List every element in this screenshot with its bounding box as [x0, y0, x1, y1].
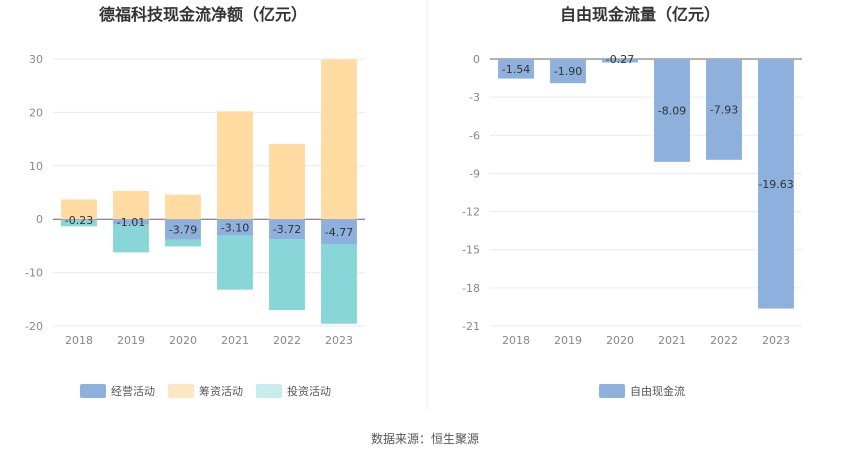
- right-x-tick-label: 2020: [606, 334, 634, 347]
- right-bar-0-2023: [758, 59, 794, 309]
- left-bar-1-2018: [61, 199, 97, 220]
- right-chart-panel: 自由现金流量（亿元） 0 -3 -6 -9 -12 -15 -18 -21 -1.54 -1.9…: [462, 5, 802, 398]
- right-y-tick-label: -18: [462, 282, 480, 295]
- right-chart-title: 自由现金流量（亿元）: [560, 5, 720, 24]
- left-chart-panel: 德福科技现金流净额（亿元） 30 20 10 0 -10 -20 -0.23 -1.01 -3…: [25, 5, 365, 398]
- left-data-label: -3.79: [169, 223, 197, 236]
- left-y-tick-label: 10: [29, 160, 43, 173]
- right-x-tick-label: 2023: [762, 334, 790, 347]
- left-data-label: -1.01: [117, 216, 145, 229]
- left-x-tick-label: 2018: [65, 334, 93, 347]
- left-bar-2-2021: [217, 235, 253, 290]
- legend-swatch-free-cash-flow: [599, 384, 625, 398]
- left-x-tick-label: 2022: [273, 334, 301, 347]
- right-bar-0-2020: [602, 59, 638, 63]
- right-x-tick-label: 2021: [658, 334, 686, 347]
- left-data-label: -3.10: [221, 221, 249, 234]
- left-bar-2-2019: [113, 224, 149, 253]
- right-data-label: -7.93: [710, 103, 738, 116]
- right-bar-0-2018: [498, 59, 534, 79]
- left-bar-2-2018: [61, 220, 97, 227]
- left-bar-1-2023: [321, 59, 357, 220]
- right-data-label: -19.63: [758, 178, 793, 191]
- left-bar-0-2018: [61, 219, 97, 221]
- left-bar-2-2023: [321, 244, 357, 324]
- left-y-tick-label: 0: [36, 213, 43, 226]
- legend-item-operating[interactable]: 经营活动: [80, 384, 155, 398]
- legend-swatch-operating: [80, 384, 106, 398]
- right-bar-0-2019: [550, 59, 586, 84]
- right-bar-0-2022: [706, 59, 742, 160]
- left-data-label: -3.72: [273, 223, 301, 236]
- source-note: 数据来源：恒生聚源: [371, 431, 479, 446]
- left-bar-1-2020: [165, 194, 201, 220]
- left-bar-0-2022: [269, 219, 305, 240]
- left-bar-0-2021: [217, 219, 253, 236]
- left-x-tick-label: 2023: [325, 334, 353, 347]
- legend-item-financing[interactable]: 筹资活动: [168, 384, 243, 398]
- legend-label-free-cash-flow: 自由现金流: [630, 384, 685, 398]
- left-bar-0-2023: [321, 219, 357, 245]
- right-data-label: -1.54: [502, 63, 530, 76]
- right-y-tick-label: 0: [473, 53, 480, 66]
- right-data-label: -1.90: [554, 65, 582, 78]
- left-bar-1-2021: [217, 111, 253, 220]
- left-chart-title: 德福科技现金流净额（亿元）: [99, 5, 307, 24]
- left-y-tick-label: 20: [29, 106, 43, 119]
- legend-label-operating: 经营活动: [111, 384, 155, 398]
- legend-label-investing: 投资活动: [287, 384, 331, 398]
- left-data-label: -4.77: [325, 226, 353, 239]
- right-bar-0-2021: [654, 59, 690, 162]
- left-bar-1-2022: [269, 143, 305, 220]
- right-y-tick-label: -21: [462, 320, 480, 333]
- right-x-tick-label: 2018: [502, 334, 530, 347]
- right-y-tick-label: -6: [469, 129, 480, 142]
- right-y-tick-label: -12: [462, 206, 480, 219]
- right-y-tick-label: -3: [469, 91, 480, 104]
- right-y-tick-label: -9: [469, 167, 480, 180]
- left-bar-0-2019: [113, 219, 149, 225]
- left-legend: 经营活动 筹资活动 投资活动: [80, 384, 331, 398]
- legend-swatch-investing: [256, 384, 282, 398]
- left-bar-2-2020: [165, 239, 201, 247]
- right-data-label: -0.27: [606, 53, 634, 66]
- left-x-tick-label: 2020: [169, 334, 197, 347]
- left-x-tick-label: 2021: [221, 334, 249, 347]
- legend-item-investing[interactable]: 投资活动: [256, 384, 331, 398]
- left-bar-1-2019: [113, 190, 149, 220]
- left-y-tick-label: 30: [29, 53, 43, 66]
- right-legend: 自由现金流: [599, 384, 685, 398]
- left-bar-2-2022: [269, 239, 305, 311]
- right-x-tick-label: 2022: [710, 334, 738, 347]
- left-bar-0-2020: [165, 219, 201, 240]
- legend-item-free-cash-flow[interactable]: 自由现金流: [599, 384, 685, 398]
- legend-swatch-financing: [168, 384, 194, 398]
- right-y-tick-label: -15: [462, 244, 480, 257]
- right-data-label: -8.09: [658, 104, 686, 117]
- left-data-label: -0.23: [65, 214, 93, 227]
- legend-label-financing: 筹资活动: [199, 384, 243, 398]
- right-x-tick-label: 2019: [554, 334, 582, 347]
- left-y-tick-label: -20: [25, 320, 43, 333]
- left-x-tick-label: 2019: [117, 334, 145, 347]
- left-y-tick-label: -10: [25, 267, 43, 280]
